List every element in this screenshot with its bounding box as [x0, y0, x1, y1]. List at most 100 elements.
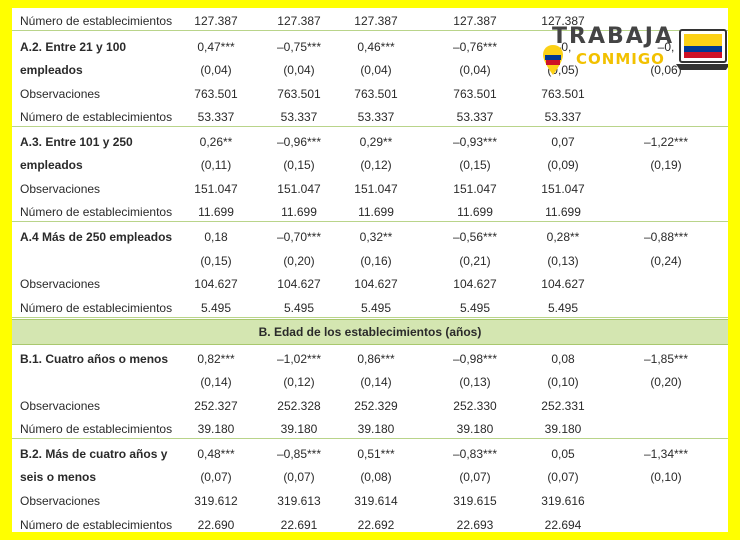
table-cell: 252.330 [453, 399, 497, 413]
table-cell: 127.387 [194, 14, 238, 28]
table-cell: –0,83*** [452, 447, 498, 461]
table-cell: –1,85*** [643, 352, 689, 366]
table-cell: 763.501 [277, 87, 321, 101]
table-cell: 763.501 [194, 87, 238, 101]
table-cell: 0,08 [551, 352, 575, 366]
table-cell: 104.627 [194, 277, 238, 291]
table-cell: –0,93*** [452, 135, 498, 149]
table-cell: 0,29** [359, 135, 393, 149]
row-separator [12, 438, 728, 439]
table-row: empleados (0,11) (0,15) (0,12) (0,15) (0,09) (… [12, 153, 728, 175]
table-cell: (0,07) [200, 470, 232, 484]
table-cell: (0,04) [459, 63, 491, 77]
table-cell: 0,32** [359, 230, 393, 244]
table-row: Observaciones 252.327 252.328 252.329 252.33… [12, 394, 728, 416]
table-cell: (0,07) [283, 470, 315, 484]
table-cell: 0,28** [546, 230, 580, 244]
row-label: Observaciones [20, 87, 101, 101]
row-label: Número de establecimientos [20, 110, 173, 124]
table-row: A.2. Entre 21 y 100 0,47*** –0,75*** 0,46**… [12, 35, 728, 57]
table-row: B.2. Más de cuatro años y 0,48*** –0,85***… [12, 442, 728, 464]
table-row: (0,15) (0,20) (0,16) (0,21) (0,13) (0,24) [12, 249, 728, 271]
table-cell: 127.387 [354, 14, 398, 28]
table-cell: 151.047 [194, 182, 238, 196]
table-row: Observaciones 319.612 319.613 319.614 319.61… [12, 489, 728, 511]
table-cell: –0,96*** [276, 135, 322, 149]
table-cell: 0,07 [551, 135, 575, 149]
laptop-flag-icon [676, 29, 728, 70]
table-cell: (0,12) [283, 375, 315, 389]
table-cell: 39.180 [197, 422, 235, 436]
table-cell: (0,10) [650, 470, 682, 484]
table-cell: 763.501 [541, 87, 585, 101]
table-cell: (0,15) [283, 158, 315, 172]
table-cell: (0,10) [547, 375, 579, 389]
table-cell: 0,48*** [197, 447, 235, 461]
logo-text-conmigo: CONMIGO [576, 50, 665, 68]
table-cell: 0,47*** [197, 40, 235, 54]
table-cell: 0,05 [551, 447, 575, 461]
table-cell: –1,02*** [276, 352, 322, 366]
table-row: A.4 Más de 250 empleados 0,18 –0,70*** 0,32… [12, 225, 728, 247]
table-cell: (0,19) [650, 158, 682, 172]
table-row: (0,14) (0,12) (0,14) (0,13) (0,10) (0,20) [12, 370, 728, 392]
table-cell: 53.337 [280, 110, 318, 124]
table-cell: 11.699 [358, 205, 394, 219]
table-cell: –0,98*** [452, 352, 498, 366]
table-cell: 252.327 [194, 399, 238, 413]
table-cell: 22.693 [456, 518, 494, 532]
table-cell: 53.337 [456, 110, 494, 124]
table-cell: 53.337 [357, 110, 395, 124]
table-row: Observaciones 151.047 151.047 151.047 151.04… [12, 177, 728, 199]
table-cell: 151.047 [277, 182, 321, 196]
table-cell: 39.180 [544, 422, 582, 436]
table-cell: –0,85*** [276, 447, 322, 461]
row-label: Observaciones [20, 277, 101, 291]
table-cell: (0,04) [283, 63, 315, 77]
row-label: Número de establecimientos [20, 301, 173, 315]
table-cell: 104.627 [453, 277, 497, 291]
table-cell: 104.627 [541, 277, 585, 291]
table-cell: –0,88*** [643, 230, 689, 244]
table-cell: 5.495 [200, 301, 232, 315]
table-row: Observaciones 763.501 763.501 763.501 763.50… [12, 82, 728, 104]
table-cell: (0,06) [650, 63, 682, 77]
table-cell: 11.699 [545, 205, 581, 219]
table-cell: (0,07) [547, 470, 579, 484]
table-cell: (0,12) [360, 158, 392, 172]
table-cell: (0,13) [547, 254, 579, 268]
table-cell: (0,11) [200, 158, 232, 172]
table-cell: 53.337 [544, 110, 582, 124]
table-cell: 53.337 [197, 110, 235, 124]
table-row: Número de establecimientos 53.337 53.337 53… [12, 105, 728, 127]
table-cell: (0,15) [200, 254, 232, 268]
table-cell: 763.501 [453, 87, 497, 101]
table-cell: 5.495 [360, 301, 392, 315]
table-row: Número de establecimientos 39.180 39.180 39… [12, 417, 728, 439]
row-label: A.4 Más de 250 empleados [20, 230, 173, 244]
table-cell: 252.329 [354, 399, 398, 413]
row-separator [12, 317, 728, 318]
row-label: Número de establecimientos [20, 205, 173, 219]
table-cell: 5.495 [459, 301, 491, 315]
table-cell: 0,51*** [357, 447, 395, 461]
table-cell: (0,09) [547, 158, 579, 172]
trabaja-conmigo-logo: TRABAJA CONMIGO [542, 18, 728, 80]
row-separator [12, 30, 728, 31]
table-row: Observaciones 104.627 104.627 104.627 104.62… [12, 272, 728, 294]
table-row: Número de establecimientos 11.699 11.699 11… [12, 200, 728, 222]
table-cell: 151.047 [453, 182, 497, 196]
row-label: empleados [20, 63, 83, 77]
row-label: B.2. Más de cuatro años y [20, 447, 168, 461]
row-label: A.3. Entre 101 y 250 [20, 135, 133, 149]
row-label: empleados [20, 158, 83, 172]
table-cell: 5.495 [283, 301, 315, 315]
row-label: Observaciones [20, 182, 101, 196]
row-separator [12, 221, 728, 222]
row-label: Observaciones [20, 494, 101, 508]
table-cell: –0,76*** [452, 40, 498, 54]
location-pin-icon [543, 45, 563, 75]
row-label: Número de establecimientos [20, 422, 173, 436]
table-row: Número de establecimientos 127.387 127.387… [12, 9, 728, 31]
table-cell: 319.616 [541, 494, 585, 508]
